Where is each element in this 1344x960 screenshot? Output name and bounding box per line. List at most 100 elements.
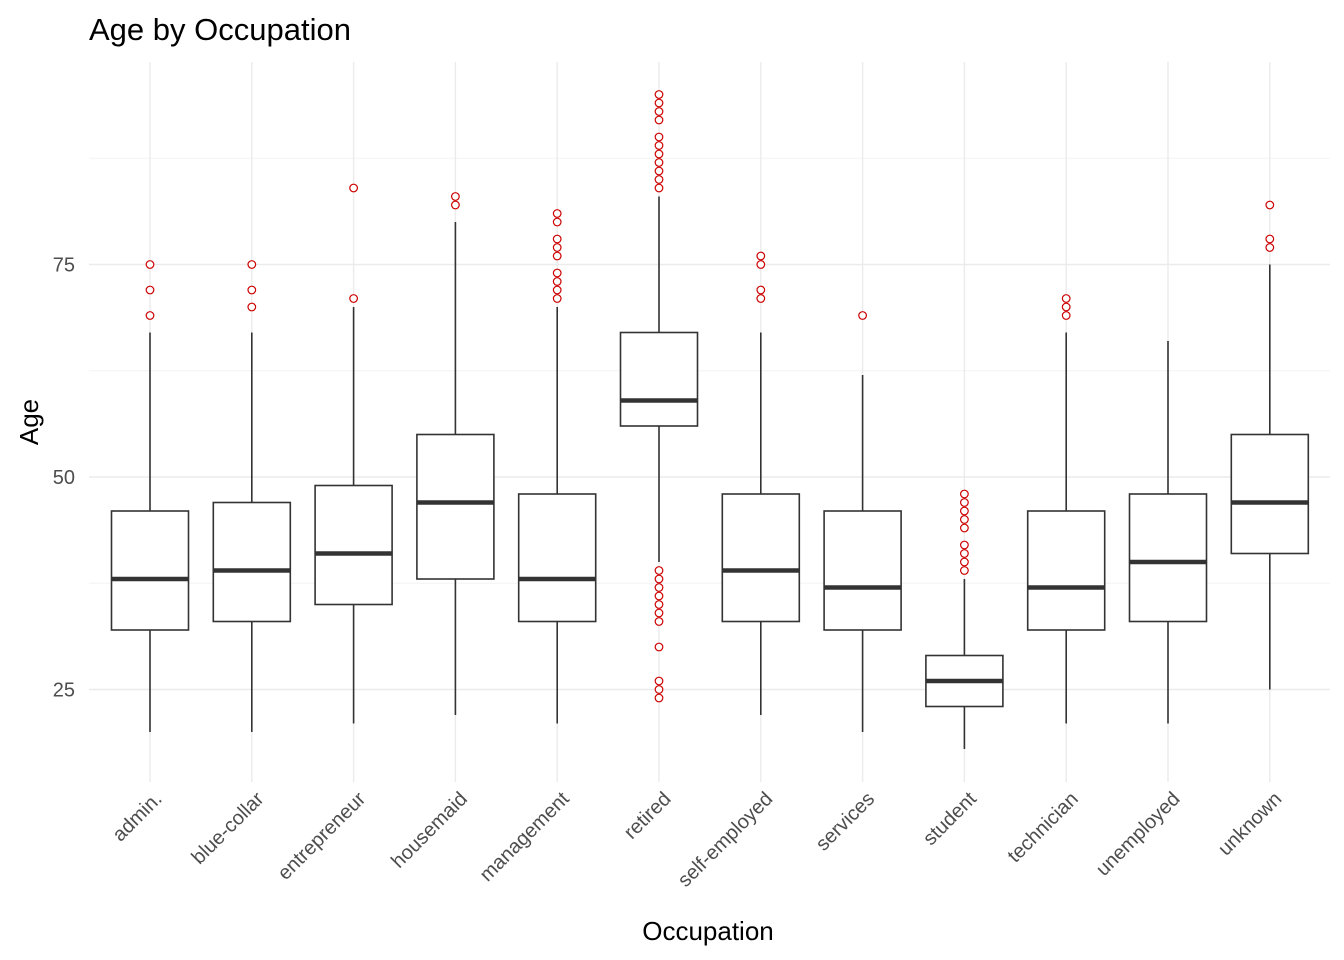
box-iqr (619, 331, 699, 427)
y-axis-title: Age (14, 399, 44, 445)
box-iqr (517, 493, 597, 623)
y-tick-label: 75 (53, 255, 75, 277)
outlier-point (1061, 294, 1071, 303)
box-iqr (314, 484, 393, 606)
outlier-point (552, 251, 562, 261)
outlier-point (654, 90, 664, 99)
outlier-point (1061, 302, 1071, 312)
box-management (517, 209, 597, 724)
outlier-point (960, 506, 969, 516)
outlier-point (960, 515, 969, 524)
outlier-point (654, 591, 664, 601)
outlier-point (552, 268, 562, 278)
outlier-point (756, 251, 766, 261)
x-tick-label: retired (620, 788, 676, 844)
box-entrepreneur (314, 183, 393, 724)
outlier-point (858, 311, 867, 320)
box-layer (110, 90, 1310, 749)
outlier-point (552, 243, 562, 252)
x-tick-label: unknown (1214, 788, 1286, 860)
x-tick-label: admin. (109, 788, 167, 846)
y-tick-label: 25 (53, 680, 75, 702)
x-tick-label: entrepreneur (274, 788, 371, 885)
box-iqr (110, 510, 190, 631)
outlier-point (756, 294, 766, 303)
box-housemaid (416, 192, 495, 715)
box-iqr (1026, 510, 1106, 631)
x-axis-title: Occupation (642, 916, 774, 946)
outlier-point (654, 685, 664, 694)
outlier-point (654, 600, 664, 609)
y-tick-labels: 25 50 75 (53, 255, 75, 702)
box-retired (619, 90, 699, 703)
outlier-point (552, 234, 562, 244)
box-iqr (1128, 493, 1208, 623)
outlier-point (960, 523, 969, 533)
box-services (823, 311, 902, 732)
outlier-point (552, 294, 562, 303)
box-iqr (212, 501, 292, 623)
box-iqr (823, 510, 902, 631)
outlier-point (1265, 243, 1275, 252)
outlier-point (1265, 234, 1275, 244)
x-tick-label: management (476, 788, 574, 886)
outlier-point (960, 489, 969, 499)
outlier-point (654, 166, 664, 176)
outlier-point (552, 209, 562, 218)
outlier-point (1061, 311, 1071, 320)
x-tick-label: housemaid (387, 788, 472, 873)
box-technician (1026, 294, 1106, 724)
outlier-point (145, 285, 155, 295)
outlier-point (960, 557, 969, 567)
outlier-point (552, 277, 562, 286)
outlier-point (451, 200, 460, 210)
box-student (925, 489, 1004, 749)
x-tick-labels: admin. blue-collar entrepreneur housemaid ma… (109, 788, 1287, 892)
x-tick-label: blue-collar (188, 788, 269, 869)
outlier-point (552, 217, 562, 227)
outlier-point (654, 617, 664, 626)
outlier-point (654, 693, 664, 703)
x-tick-label: student (919, 788, 981, 850)
outlier-point (247, 260, 257, 269)
box-admin. (110, 260, 190, 732)
outlier-point (654, 115, 664, 125)
outlier-point (654, 141, 664, 150)
outlier-point (349, 294, 359, 303)
box-iqr (1230, 433, 1310, 555)
outlier-point (756, 285, 766, 295)
outlier-point (1265, 200, 1275, 210)
outlier-point (654, 566, 664, 575)
outlier-point (654, 132, 664, 142)
y-tick-label: 50 (53, 467, 75, 489)
outlier-point (145, 311, 155, 320)
outlier-point (247, 302, 257, 312)
outlier-point (654, 158, 664, 167)
outlier-point (654, 107, 664, 116)
outlier-point (552, 285, 562, 295)
outlier-point (349, 183, 359, 193)
outlier-point (960, 498, 969, 507)
box-iqr (721, 493, 801, 623)
outlier-point (654, 98, 664, 108)
outlier-point (960, 540, 969, 550)
outlier-point (654, 183, 664, 193)
outlier-point (451, 192, 460, 201)
outlier-point (654, 642, 664, 652)
box-blue-collar (212, 260, 292, 732)
x-tick-label: unemployed (1092, 788, 1185, 881)
box-self-employed (721, 251, 801, 715)
outlier-point (654, 175, 664, 184)
outlier-point (960, 549, 969, 558)
outlier-point (654, 574, 664, 584)
outlier-point (247, 285, 257, 295)
x-tick-label: self-employed (674, 788, 778, 892)
outlier-point (654, 608, 664, 618)
outlier-point (145, 260, 155, 269)
outlier-point (654, 149, 664, 159)
outlier-point (654, 583, 664, 592)
outlier-point (756, 260, 766, 269)
chart-title: Age by Occupation (89, 12, 351, 47)
grid-layer (89, 62, 1330, 782)
